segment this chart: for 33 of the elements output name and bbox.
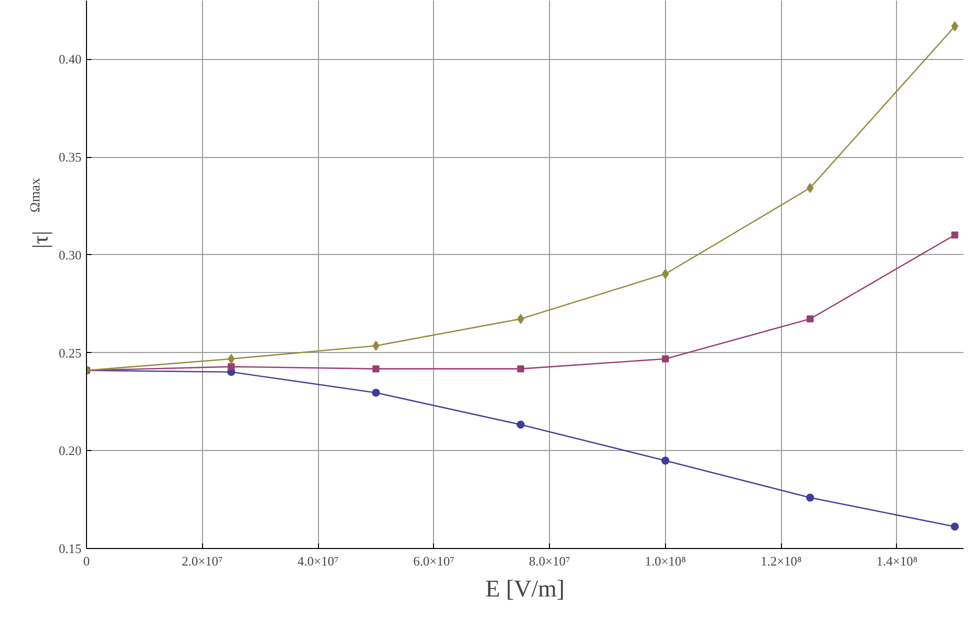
y-tick-label: 0.35 (58, 150, 82, 165)
point (806, 315, 814, 322)
x-axis-title: E [V/m] (485, 576, 565, 602)
point (228, 363, 235, 370)
point (372, 365, 380, 372)
x-tick-label: 2.0×10⁷ (182, 554, 223, 568)
point (662, 268, 669, 279)
y-tick-label: 0.25 (58, 345, 82, 360)
x-tick-label: 6.0×10⁷ (413, 554, 454, 568)
point (372, 388, 380, 397)
point (806, 182, 814, 193)
point (662, 355, 669, 362)
point (950, 522, 959, 531)
y-tick-label: 0.20 (58, 443, 82, 458)
point (517, 365, 524, 372)
point (661, 456, 670, 465)
point (372, 340, 380, 351)
y-axis-title: |τ|Ωmax (28, 178, 52, 248)
x-tick-label: 4.0×10⁷ (297, 554, 339, 568)
point (806, 494, 814, 502)
y-tick-label: 0.30 (58, 247, 82, 262)
point (951, 231, 958, 238)
y-tick-label: 0.40 (58, 52, 82, 67)
point (951, 21, 958, 32)
point (228, 354, 235, 364)
x-tick-label: 1.2×10⁸ (760, 554, 802, 568)
x-tick-label: 1.4×10⁸ (876, 554, 918, 568)
y-tick-label: 0.15 (58, 541, 82, 556)
x-tick-label: 1.0×10⁸ (644, 554, 686, 568)
point (516, 420, 525, 429)
x-tick-label: 8.0×10⁷ (529, 554, 570, 568)
x-tick-label: 0 (83, 554, 90, 568)
point (517, 314, 524, 324)
